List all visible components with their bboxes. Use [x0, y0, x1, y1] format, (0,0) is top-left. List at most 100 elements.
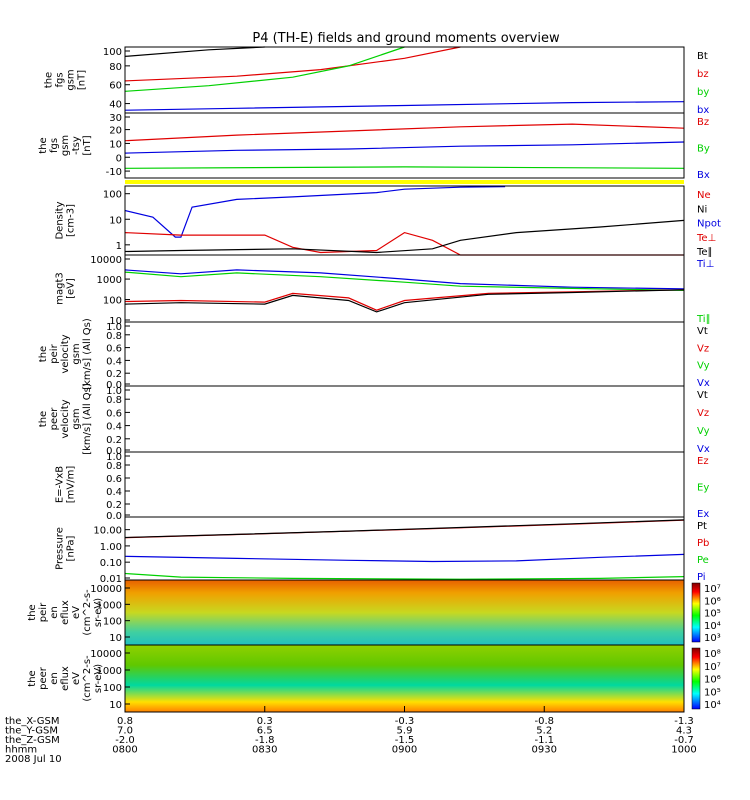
y-axis-label: eflux [60, 600, 71, 625]
colorbar-tick-label: 10⁵ [704, 609, 721, 620]
y-axis-label: [eV] [66, 278, 77, 299]
series-by [124, 46, 405, 92]
y-tick-label: 0.4 [106, 422, 122, 433]
x-tick-value: 0.3 [257, 716, 273, 727]
legend-entry-bx: bx [697, 105, 709, 116]
panel-frame [124, 112, 685, 179]
y-tick-label: 10000 [90, 255, 122, 266]
panel-temperature: Ti⊥ Ti∥ 10000 1000 100 10 magt3 [eV] [55, 254, 714, 327]
series-bz [124, 46, 461, 82]
colorbar-tick-label: 10⁷ [704, 584, 721, 595]
series-Npot [124, 186, 506, 238]
x-tick-value: -0.8 [534, 716, 554, 727]
colorbar-tick-label: 10⁴ [704, 621, 721, 632]
panel-frame [124, 451, 685, 518]
y-tick-label: 0.2 [106, 435, 122, 446]
colorbar-peer-eflux [691, 647, 701, 710]
legend-entry-Ti∥: Ti∥ [696, 314, 711, 325]
y-axis-label: en [49, 672, 60, 685]
y-tick-label: 0.4 [106, 487, 122, 498]
series-Pt [124, 519, 685, 539]
legend-entry-Te∥: Te∥ [696, 247, 713, 258]
panel-frame [124, 516, 685, 581]
x-tick-value: 0830 [252, 745, 277, 756]
x-tick-value: -0.3 [395, 716, 415, 727]
series-Ni [124, 219, 685, 254]
y-axis-label: gsm [60, 135, 71, 156]
y-axis-label: the [38, 411, 49, 427]
y-tick-label: 0.2 [106, 369, 122, 380]
y-tick-label: 0.2 [106, 500, 122, 511]
y-axis-label: E=-VxB [55, 466, 66, 503]
legend-entry-By: By [697, 144, 710, 155]
y-axis-label: eV [71, 672, 82, 685]
legend-entry-Ez: Ez [697, 456, 709, 467]
colorbar-tick-label: 10⁶ [704, 596, 721, 607]
y-axis-label: peir [38, 602, 49, 622]
y-axis-label: [nT] [82, 135, 93, 155]
x-tick-value: 6.5 [257, 726, 273, 737]
y-axis-label: [nPa] [66, 535, 77, 561]
series-Te⊥ [124, 289, 685, 311]
y-axis-label: fgs [49, 138, 60, 153]
y-axis-label: the [27, 670, 38, 686]
panel-frame [124, 385, 685, 453]
y-axis-label: fgs [55, 72, 66, 87]
y-tick-label: 0.6 [106, 408, 122, 419]
y-axis-label: (cm^2-s- [82, 589, 93, 636]
colorbar-tick-label: 10⁸ [704, 649, 721, 660]
legend-entry-Bt: Bt [697, 51, 708, 62]
y-tick-label: 10 [109, 139, 122, 150]
y-tick-label: 1.0 [106, 452, 122, 463]
y-tick-label: 10000 [90, 649, 122, 660]
y-tick-label: 1.00 [100, 542, 122, 553]
legend-entry-Bx: Bx [697, 170, 710, 181]
legend-entry-Ey: Ey [697, 483, 709, 494]
legend-entry-bz: bz [697, 69, 709, 80]
y-tick-label: 1.0 [106, 386, 122, 397]
y-tick-label: 1000 [97, 275, 122, 286]
series-By [124, 166, 685, 169]
y-tick-label: 100 [103, 47, 122, 58]
x-tick-value: 5.9 [397, 726, 413, 737]
x-tick-value: 0.8 [117, 716, 133, 727]
colorbar-tick-label: 10³ [704, 633, 721, 644]
y-tick-label: 0.0 [106, 511, 122, 522]
y-axis-label: velocity [60, 399, 71, 438]
x-axis: the_X-GSM 0.8 0.3 -0.3 -0.8 -1.3 the_Y-GSM 7.0 6… [5, 706, 697, 765]
y-axis-label: Density [55, 201, 66, 239]
y-tick-label: 10 [109, 633, 122, 644]
legend-entry-Pt: Pt [697, 521, 707, 532]
y-tick-label: 0.8 [106, 331, 122, 342]
panel-fgs-total: Bt bz by bx 100 80 60 40 the fgs gsm [nT] [44, 46, 709, 116]
spectrogram-peer-eflux [125, 645, 684, 712]
series-Ne [124, 231, 684, 256]
y-axis-label: [km/s] (All Qs) [82, 383, 93, 455]
panel-pressure: Pt Pb Pe Pi 10.00 1.00 0.10 0.01 Pressure [nPa] [55, 516, 709, 585]
series-bx [124, 101, 685, 111]
y-tick-label: -10 [106, 167, 122, 178]
y-axis-label: en [49, 606, 60, 619]
y-axis-label: -tsy [71, 136, 82, 155]
colorbar-tick-label: 10⁴ [704, 700, 721, 711]
y-axis-label: gsm [66, 69, 77, 90]
y-axis-label: [cm-3] [66, 204, 77, 237]
series-Pi [124, 553, 685, 563]
x-row-label-the_X-GSM: the_X-GSM [5, 716, 59, 727]
x-row-label-the_Z-GSM: the_Z-GSM [5, 735, 60, 746]
x-row-label-the_Y-GSM: the_Y-GSM [5, 726, 58, 737]
y-tick-label: 0.10 [100, 558, 122, 569]
y-axis-label: gsm [71, 343, 82, 364]
y-axis-label: eV [71, 606, 82, 619]
y-tick-label: 0.0 [106, 380, 122, 391]
panel-frame [124, 321, 685, 387]
series-Bx [124, 141, 685, 154]
panel-efield: Ez Ey Ex 1.00.8 0.6 0.4 0.20.0 E=-VxB [mV/m] [55, 451, 709, 522]
series-Ti⊥ [124, 269, 685, 290]
y-tick-label: 1 [116, 241, 122, 252]
colorbar-peir-eflux [691, 582, 701, 643]
